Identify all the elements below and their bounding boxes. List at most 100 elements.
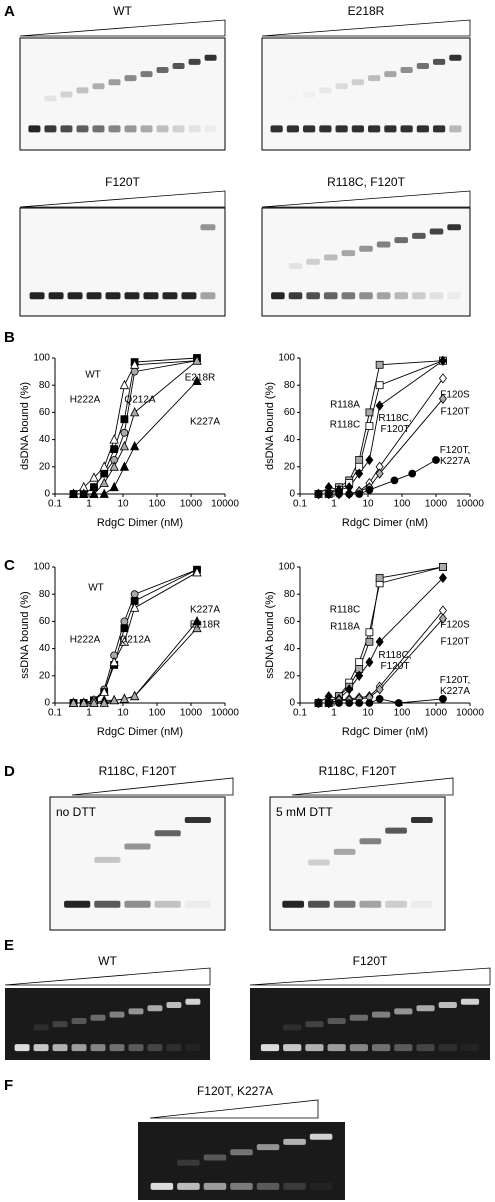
gel-band — [335, 83, 348, 90]
y-tick-label: 20 — [284, 461, 296, 472]
series-line — [73, 360, 198, 495]
gel-band — [64, 900, 91, 908]
gel-band — [166, 1044, 182, 1052]
y-tick-label: 100 — [278, 353, 295, 364]
y-tick-label: 0 — [289, 489, 295, 500]
data-point — [432, 456, 440, 464]
gel-band — [306, 258, 320, 265]
gel-band — [156, 67, 169, 74]
gel-condition: no DTT — [56, 805, 97, 819]
data-point — [119, 461, 130, 471]
data-point — [365, 408, 374, 417]
data-point — [192, 567, 202, 577]
data-point — [100, 469, 109, 478]
series-line — [73, 360, 198, 495]
gel-band — [410, 816, 433, 823]
panel-label: B — [4, 329, 15, 346]
data-point — [345, 490, 354, 498]
data-point — [120, 428, 129, 437]
concentration-wedge — [249, 967, 491, 986]
data-point — [129, 359, 140, 369]
series-line — [318, 566, 444, 704]
gel-band — [327, 1018, 346, 1024]
data-point — [99, 461, 109, 471]
gel-band — [303, 91, 315, 97]
gel-band — [33, 1024, 49, 1031]
y-tick-label: 40 — [284, 643, 296, 654]
series-label: K227A — [190, 417, 220, 428]
gel-band — [416, 1005, 435, 1012]
gel-band — [184, 816, 211, 823]
gel-band — [204, 54, 217, 61]
gel-band — [203, 1182, 227, 1190]
data-point — [68, 697, 79, 707]
gel-band — [349, 1044, 368, 1052]
concentration-wedge — [71, 777, 234, 796]
y-tick-label: 0 — [44, 489, 50, 500]
gel-band — [108, 79, 121, 86]
data-point — [99, 697, 109, 707]
gel-band — [124, 843, 151, 850]
x-tick-label: 1000 — [180, 708, 203, 719]
series-label: F120T — [441, 407, 470, 418]
gel-band — [416, 1044, 435, 1052]
y-tick-label: 80 — [284, 380, 296, 391]
series-label: H222A — [70, 635, 101, 646]
gel-band — [52, 1021, 68, 1028]
gel-label: E218R — [348, 4, 385, 18]
data-point — [120, 624, 129, 633]
y-tick-label: 20 — [39, 670, 51, 681]
gel-band — [447, 224, 461, 231]
gel-band — [400, 67, 413, 74]
gel-band — [256, 1144, 280, 1151]
gel-band — [449, 125, 462, 133]
gel-band — [256, 1182, 280, 1190]
gel-band — [385, 900, 407, 908]
data-point — [365, 628, 374, 637]
gel-band — [188, 125, 201, 133]
gel-band — [86, 292, 102, 300]
gel-band — [33, 1044, 49, 1052]
gel-band — [44, 95, 57, 102]
data-point — [335, 490, 343, 498]
series-label: F120T — [441, 637, 470, 648]
data-point — [109, 656, 119, 667]
y-tick-label: 40 — [284, 434, 296, 445]
gel-band — [283, 1044, 302, 1052]
x-tick-label: 10000 — [456, 499, 484, 510]
gel-band — [394, 1044, 413, 1052]
series-label: E218R — [190, 620, 221, 631]
x-tick-label: 10 — [117, 708, 129, 719]
gel-band — [140, 125, 153, 133]
gel-label: R118C, F120T — [319, 764, 397, 778]
gel-band — [283, 1182, 306, 1190]
data-point — [99, 477, 109, 488]
data-point — [375, 400, 384, 411]
x-tick-label: 10 — [362, 499, 374, 510]
gel — [261, 207, 471, 317]
data-point — [119, 441, 130, 451]
data-point — [130, 590, 139, 599]
y-tick-label: 40 — [39, 434, 51, 445]
gel-band — [359, 245, 373, 252]
concentration-wedge — [19, 19, 226, 37]
gel-band — [44, 125, 57, 133]
gel-band — [204, 125, 217, 133]
series-label: E218R — [185, 373, 216, 384]
data-point — [345, 699, 354, 707]
data-point — [109, 694, 119, 705]
data-point — [192, 355, 202, 365]
data-point — [375, 468, 384, 479]
gel-band — [309, 1182, 333, 1190]
data-point — [365, 637, 374, 646]
data-point — [438, 393, 447, 404]
data-point — [438, 572, 447, 584]
series-label: F120S — [440, 620, 470, 631]
x-tick-label: 1 — [331, 499, 337, 510]
gel-band — [319, 87, 332, 94]
x-tick-label: 100 — [394, 499, 411, 510]
concentration-wedge — [149, 1099, 319, 1119]
gel-band — [128, 1008, 144, 1015]
data-point — [129, 602, 140, 612]
gel-band — [76, 125, 89, 133]
